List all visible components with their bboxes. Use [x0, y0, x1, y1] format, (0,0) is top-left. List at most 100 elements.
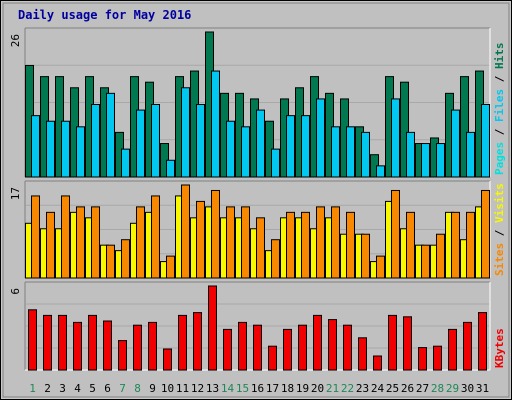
legend-entry: Hits — [493, 43, 506, 70]
bar-sites — [436, 233, 445, 279]
x-tick-label: 6 — [104, 382, 111, 395]
bar-kbytes — [373, 355, 382, 371]
x-tick-label: 16 — [251, 382, 264, 395]
legend-entry: Pages — [493, 142, 506, 175]
bar-kbytes — [343, 324, 352, 371]
bar-files — [61, 120, 70, 178]
bar-sites — [481, 189, 490, 279]
x-tick-label: 1 — [29, 382, 36, 395]
series-sites — [31, 184, 490, 279]
y-max-label: 26 — [9, 34, 22, 47]
bar-files — [166, 159, 175, 178]
y-max-label: 6 — [9, 288, 22, 295]
bar-files — [481, 104, 490, 178]
bar-kbytes — [328, 319, 337, 371]
bar-kbytes — [58, 314, 67, 371]
bar-sites — [91, 206, 100, 279]
bar-sites — [271, 239, 280, 279]
bar-files — [181, 87, 190, 178]
bar-files — [406, 131, 415, 178]
bar-kbytes — [313, 314, 322, 371]
panel-legend: KBytes — [493, 328, 506, 368]
x-tick-label: 19 — [296, 382, 309, 395]
bar-kbytes — [148, 321, 157, 371]
bar-sites — [151, 195, 160, 279]
bar-files — [196, 104, 205, 178]
bar-sites — [376, 255, 385, 279]
x-tick-label: 20 — [311, 382, 324, 395]
bar-files — [466, 131, 475, 178]
bar-sites — [121, 239, 130, 279]
bar-files — [121, 148, 130, 178]
bar-hits — [460, 76, 469, 178]
bar-sites — [136, 206, 145, 279]
bar-kbytes — [73, 321, 82, 371]
bar-kbytes — [208, 285, 217, 371]
bar-kbytes — [388, 314, 397, 371]
bar-kbytes — [478, 312, 487, 371]
bar-kbytes — [418, 347, 427, 371]
x-tick-label: 2 — [44, 382, 51, 395]
bar-files — [106, 92, 115, 178]
bar-files — [346, 126, 355, 178]
bar-kbytes — [103, 320, 112, 371]
panel-hits-files-pages: 26 Pages / Files / Hits — [9, 27, 506, 178]
x-tick-label: 14 — [221, 382, 235, 395]
x-tick-label: 13 — [206, 382, 219, 395]
bar-files — [241, 126, 250, 178]
bar-sites — [181, 184, 190, 279]
bar-kbytes — [433, 345, 442, 371]
bar-kbytes — [298, 324, 307, 371]
bar-sites — [256, 217, 265, 279]
bar-sites — [211, 189, 220, 279]
x-tick-label: 9 — [149, 382, 156, 395]
bar-files — [421, 143, 430, 178]
bar-sites — [196, 200, 205, 279]
x-tick-label: 29 — [446, 382, 459, 395]
bar-files — [286, 115, 295, 178]
bar-sites — [316, 206, 325, 279]
x-tick-label: 8 — [134, 382, 141, 395]
bar-files — [391, 98, 400, 178]
legend-entry: / — [493, 69, 506, 89]
panel-legend: Sites / Visits — [493, 183, 506, 276]
bar-sites — [346, 211, 355, 279]
bar-sites — [46, 211, 55, 279]
bar-sites — [331, 206, 340, 279]
bar-files — [316, 98, 325, 178]
x-tick-label: 15 — [236, 382, 249, 395]
x-tick-label: 28 — [431, 382, 444, 395]
bar-files — [46, 120, 55, 178]
x-tick-label: 5 — [89, 382, 96, 395]
legend-entry: Sites — [493, 243, 506, 276]
bar-sites — [31, 195, 40, 279]
bar-kbytes — [253, 324, 262, 371]
panel-visits-sites: 17 Sites / Visits — [9, 180, 506, 279]
bar-sites — [421, 244, 430, 279]
bar-kbytes — [403, 316, 412, 371]
bar-files — [451, 109, 460, 178]
bar-kbytes — [463, 321, 472, 371]
bar-sites — [451, 211, 460, 279]
x-tick-label: 24 — [371, 382, 385, 395]
bar-kbytes — [283, 328, 292, 371]
x-tick-label: 4 — [74, 382, 81, 395]
bar-files — [256, 109, 265, 178]
chart-title: Daily usage for May 2016 — [18, 8, 191, 22]
bar-sites — [76, 206, 85, 279]
bar-kbytes — [448, 328, 457, 371]
bar-sites — [106, 244, 115, 279]
x-tick-label: 21 — [326, 382, 339, 395]
bar-kbytes — [193, 312, 202, 371]
bar-sites — [286, 211, 295, 279]
bar-sites — [61, 195, 70, 279]
bar-kbytes — [238, 321, 247, 371]
x-tick-label: 11 — [176, 382, 189, 395]
bar-hits — [400, 81, 409, 178]
bar-files — [91, 104, 100, 178]
bar-sites — [166, 255, 175, 279]
x-tick-label: 18 — [281, 382, 294, 395]
bar-sites — [241, 206, 250, 279]
bar-sites — [301, 211, 310, 279]
